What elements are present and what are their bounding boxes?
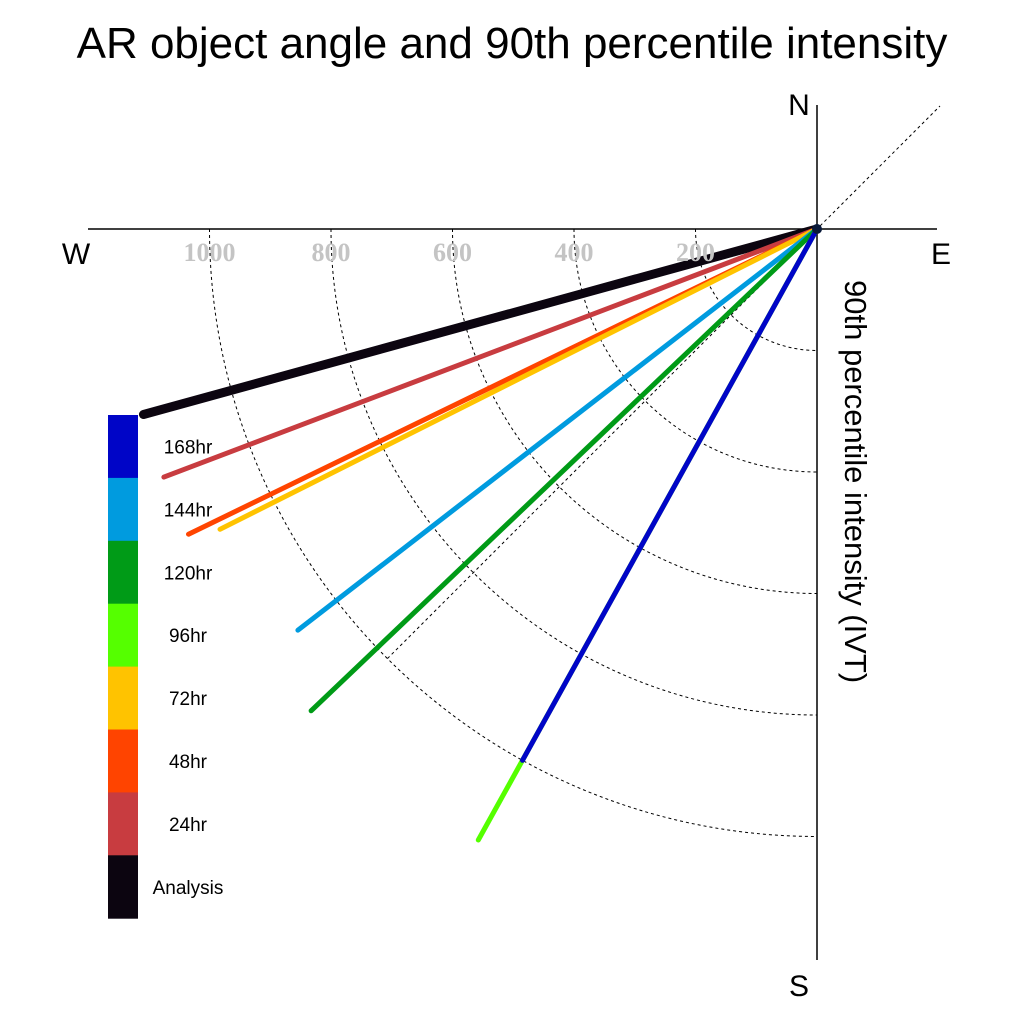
legend-swatch-24hr xyxy=(108,792,138,856)
grid-arc-1000 xyxy=(209,228,818,837)
chart-title: AR object angle and 90th percentile inte… xyxy=(77,19,948,68)
legend-swatch-72hr xyxy=(108,666,138,730)
legend-label-144hr: 144hr xyxy=(164,500,213,521)
radial-tick-labels: 200 400 600 800 1000 xyxy=(184,238,716,267)
legend-label-48hr: 48hr xyxy=(169,752,208,773)
legend-swatch-analysis xyxy=(108,855,138,919)
legend-swatch-120hr xyxy=(108,540,138,605)
legend-label-120hr: 120hr xyxy=(164,563,213,584)
radial-tick-label-400: 400 xyxy=(555,238,594,267)
legend-swatch-168hr xyxy=(108,415,138,479)
compass-east-label: E xyxy=(931,238,951,271)
grid-arc-600 xyxy=(452,228,818,594)
radial-tick-label-200: 200 xyxy=(676,238,715,267)
grid-diagonal-line xyxy=(387,105,941,659)
polar-grid xyxy=(209,105,941,837)
grid-arc-400 xyxy=(573,228,818,473)
series-line-72hr xyxy=(217,226,820,532)
series-line-168hr xyxy=(520,226,820,763)
legend-swatch-96hr xyxy=(108,603,138,668)
y-axis-label: 90th percentile intensity (IVT) xyxy=(838,280,873,683)
radial-tick-label-1000: 1000 xyxy=(184,238,236,267)
compass-north-label: N xyxy=(788,89,810,122)
origin-point xyxy=(812,224,822,234)
legend-swatch-48hr xyxy=(108,729,138,793)
series-line-144hr xyxy=(295,226,820,633)
legend-label-24hr: 24hr xyxy=(169,815,208,836)
radial-tick-label-800: 800 xyxy=(312,238,351,267)
legend-label-analysis: Analysis xyxy=(153,878,224,899)
grid-arc-200 xyxy=(695,228,818,351)
legend-swatch-144hr xyxy=(108,477,138,542)
legend: 168hr 144hr 120hr 96hr 72hr 48hr 24hr Analysis xyxy=(108,415,223,919)
radial-tick-label-600: 600 xyxy=(433,238,472,267)
series-line-120hr xyxy=(308,226,820,714)
series-line-24hr xyxy=(161,226,820,480)
series-lines xyxy=(139,224,822,843)
compass-west-label: W xyxy=(62,238,91,271)
compass-south-label: S xyxy=(789,970,809,1003)
series-line-analysis xyxy=(139,224,822,419)
legend-label-96hr: 96hr xyxy=(169,626,208,647)
legend-label-72hr: 72hr xyxy=(169,689,208,710)
legend-label-168hr: 168hr xyxy=(164,437,213,458)
grid-arc-800 xyxy=(330,228,818,716)
